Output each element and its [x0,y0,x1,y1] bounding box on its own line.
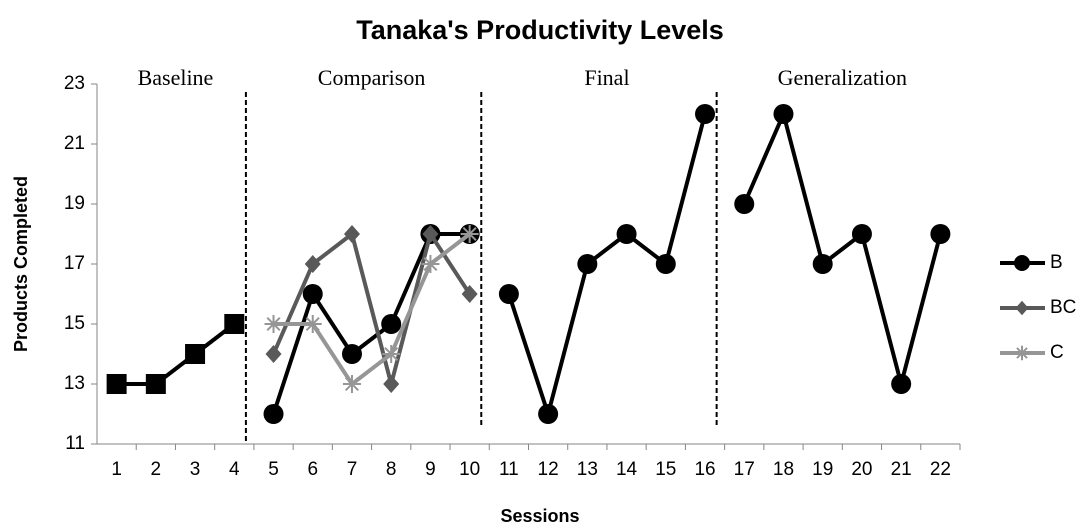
marker [577,254,598,274]
y-tick-label: 23 [64,73,85,94]
marker [616,224,637,244]
legend-label: BC [1050,297,1076,318]
x-tick-label: 17 [734,459,755,480]
marker [381,314,402,334]
x-tick-label: 4 [229,459,240,480]
y-tick-label: 21 [64,133,85,154]
marker [342,375,361,393]
marker [461,285,478,303]
phase-label: Comparison [318,65,426,90]
x-tick-label: 14 [616,459,638,480]
y-tick-label: 11 [65,433,85,454]
marker [185,344,206,364]
marker [498,284,519,304]
marker [106,374,127,394]
marker [382,345,401,363]
marker [263,404,284,424]
marker [891,374,912,394]
marker [773,104,794,124]
marker [1014,345,1030,361]
x-tick-label: 22 [930,459,951,480]
phase-label: Generalization [778,65,908,90]
marker [1014,255,1030,271]
marker [383,375,400,393]
x-tick-label: 19 [812,459,833,480]
y-tick-label: 19 [64,193,85,214]
marker [812,254,833,274]
x-tick-label: 11 [499,459,519,480]
marker [930,224,951,244]
marker [421,255,440,273]
x-tick-label: 6 [307,459,318,480]
x-tick-label: 18 [773,459,794,480]
x-axis-label: Sessions [500,506,579,526]
marker [538,404,559,424]
x-tick-label: 21 [891,459,912,480]
y-axis-label: Products Completed [11,176,31,352]
marker [655,254,676,274]
series-line [506,113,707,416]
marker [302,284,323,304]
series-line [271,232,472,386]
marker [695,104,716,124]
marker [145,374,166,394]
phase-label: Baseline [138,65,214,90]
x-tick-label: 16 [694,459,715,480]
x-tick-label: 10 [459,459,480,480]
marker [734,194,755,214]
marker [303,315,322,333]
x-tick-label: 7 [347,459,358,480]
marker [851,224,872,244]
series-line [742,112,943,386]
x-tick-label: 20 [851,459,872,480]
x-tick-label: 9 [425,459,436,480]
chart-title: Tanaka's Productivity Levels [356,15,724,45]
marker [265,345,282,363]
marker [224,314,245,334]
legend-label: B [1050,252,1063,273]
x-tick-label: 2 [151,459,162,480]
x-tick-label: 12 [538,459,559,480]
marker [422,225,439,243]
marker [264,315,283,333]
x-tick-label: 3 [190,459,201,480]
legend-label: C [1050,342,1064,363]
x-tick-label: 8 [386,459,397,480]
x-tick-label: 15 [655,459,676,480]
x-tick-label: 1 [111,459,122,480]
marker [304,255,321,273]
marker [1015,300,1029,316]
x-tick-label: 13 [577,459,598,480]
marker [343,225,360,243]
marker [341,344,362,364]
x-tick-label: 5 [268,459,279,480]
y-tick-label: 15 [64,313,85,334]
phase-label: Final [584,65,629,90]
series-line [116,322,236,386]
marker [460,225,479,243]
y-tick-label: 17 [64,253,85,274]
y-tick-label: 13 [64,373,85,394]
